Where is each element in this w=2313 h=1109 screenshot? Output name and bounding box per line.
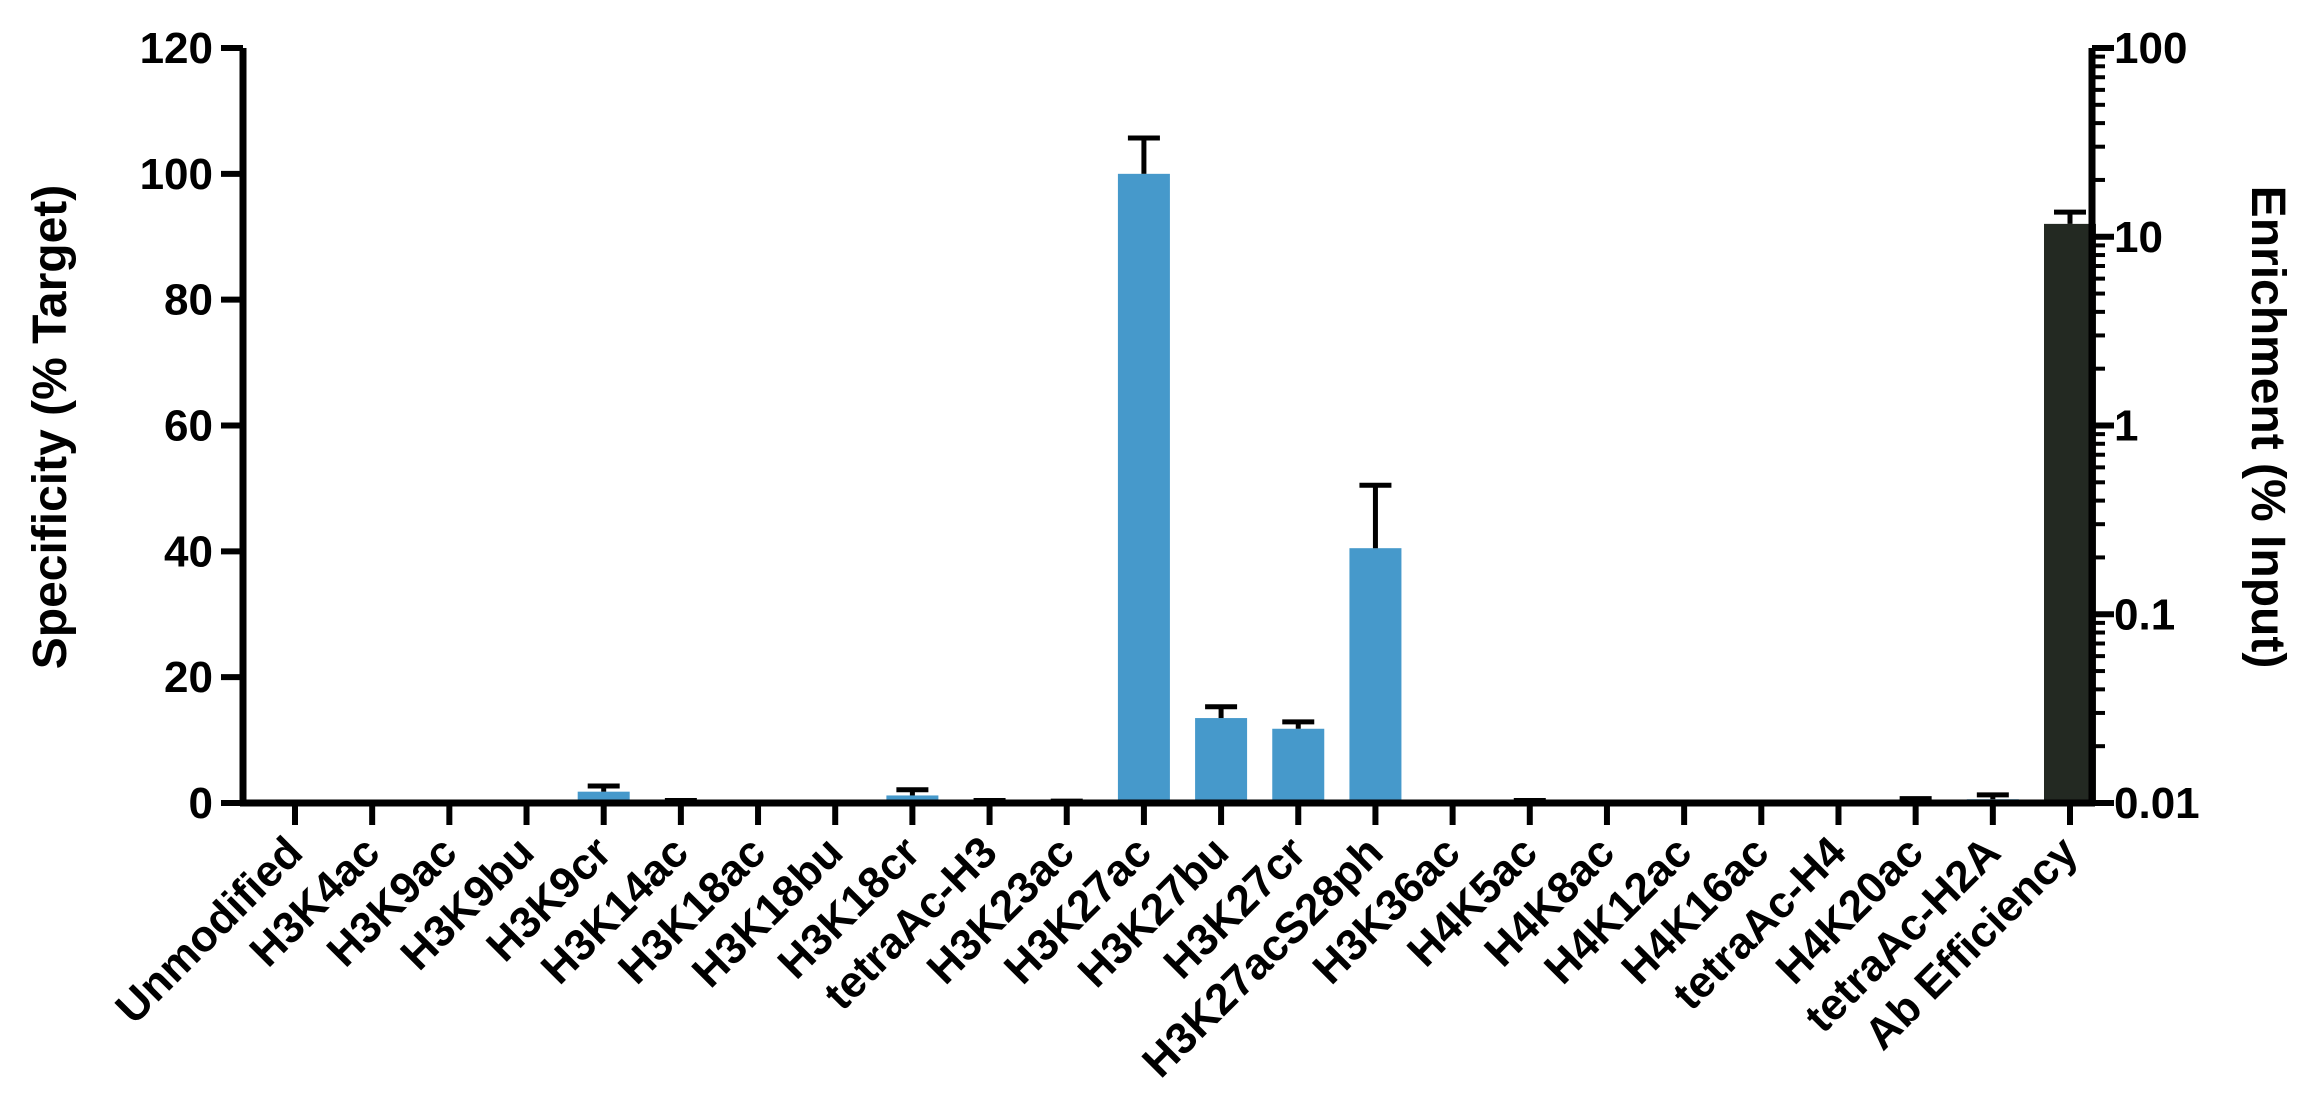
left-tick-label-4: 80 (164, 276, 213, 325)
right-tick-label-0: 0.01 (2114, 779, 2200, 828)
bar-0-12 (1195, 718, 1248, 803)
right-tick-label-4: 100 (2114, 24, 2187, 73)
left-tick-label-5: 100 (140, 150, 213, 199)
bar-0-11 (1117, 173, 1170, 804)
right-tick-label-1: 0.1 (2114, 590, 2175, 639)
y-axis-title-left: Specificity (% Target) (24, 185, 77, 670)
bar-0-8 (886, 795, 939, 803)
bars-layer (577, 173, 2096, 804)
error-bars-layer (587, 135, 2086, 804)
bar-0-4 (577, 791, 630, 803)
y-axis-title-right: Enrichment (% Input) (2241, 186, 2294, 669)
bar-0-13 (1272, 728, 1325, 803)
right-tick-label-3: 10 (2114, 213, 2163, 262)
right-axis: 0.01 0.1 1 10 100 (2092, 24, 2200, 828)
right-tick-label-2: 1 (2114, 402, 2138, 451)
left-tick-label-1: 20 (164, 653, 213, 702)
bar-1-23 (2044, 223, 2096, 804)
left-axis: 0 20 40 60 80 100 120 (140, 24, 243, 828)
bar-0-14 (1349, 548, 1402, 803)
left-tick-label-2: 40 (164, 527, 213, 576)
left-tick-label-6: 120 (140, 24, 213, 73)
left-tick-label-0: 0 (189, 779, 213, 828)
left-tick-label-3: 60 (164, 402, 213, 451)
x-axis: UnmodifiedH3K4acH3K9acH3K9buH3K9crH3K14a… (106, 803, 2087, 1087)
